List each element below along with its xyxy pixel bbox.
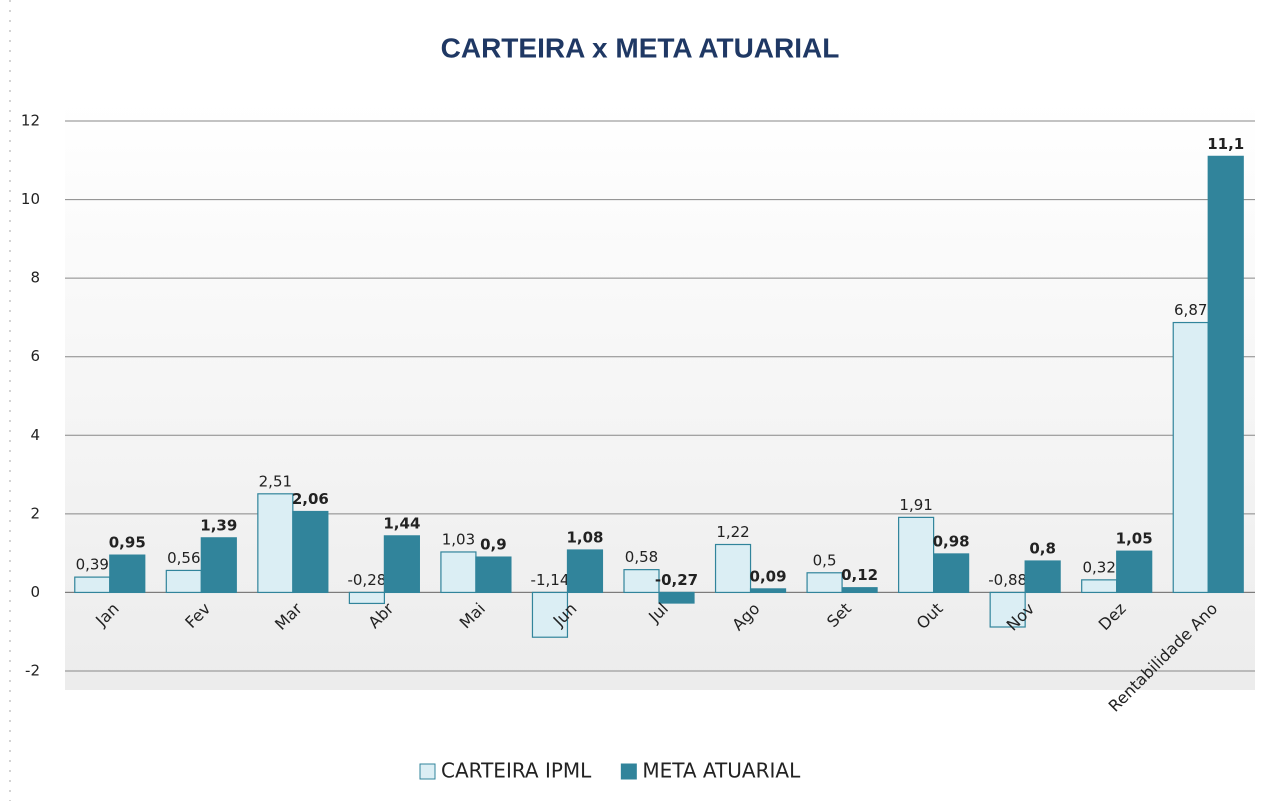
bar [440, 551, 477, 594]
value-label: 6,87 [1174, 301, 1207, 319]
value-label: 0,98 [933, 532, 970, 550]
bar [898, 516, 935, 594]
legend-label: META ATUARIAL [642, 759, 801, 783]
value-label: 1,08 [566, 529, 603, 547]
value-label: 1,03 [442, 530, 475, 548]
value-label: -0,28 [347, 571, 386, 589]
value-label: 1,44 [383, 514, 420, 532]
value-label: 0,95 [109, 534, 146, 552]
bar [109, 554, 146, 594]
value-label: 1,39 [200, 516, 237, 534]
y-tick-label: 6 [30, 347, 40, 365]
value-label: 1,05 [1116, 530, 1153, 548]
bar [989, 591, 1026, 628]
bar [933, 553, 970, 594]
bar [1116, 550, 1153, 594]
value-label: 0,12 [841, 566, 878, 584]
y-tick-label: 2 [30, 504, 40, 522]
bar [1081, 579, 1118, 594]
y-tick-label: 12 [21, 112, 40, 130]
bar [841, 587, 878, 594]
bar [658, 591, 695, 604]
y-tick-label: 8 [30, 269, 40, 287]
bar [749, 588, 787, 594]
value-label: 2,06 [292, 490, 329, 508]
y-tick-label: 0 [30, 583, 40, 601]
bar [257, 493, 294, 594]
bar [566, 549, 604, 594]
value-label: 0,9 [480, 536, 507, 554]
bar [531, 591, 569, 638]
value-label: 0,8 [1029, 540, 1056, 558]
chart-title: CARTEIRA x META ATUARIAL [441, 32, 840, 63]
value-label: 0,39 [76, 556, 109, 574]
legend-swatch [419, 763, 436, 780]
bar [1172, 321, 1209, 594]
bar [1024, 560, 1061, 594]
y-tick-label: -2 [25, 662, 40, 680]
bar [165, 569, 202, 594]
bar [348, 591, 385, 605]
y-tick-label: 10 [21, 190, 40, 208]
bar [74, 576, 111, 594]
bar [200, 537, 237, 594]
legend-label: CARTEIRA IPML [441, 759, 592, 783]
value-label: 0,32 [1082, 558, 1115, 576]
value-label: -1,14 [531, 571, 570, 589]
value-label: 0,56 [167, 549, 200, 567]
legend-swatch [620, 763, 637, 780]
y-tick-label: 4 [30, 426, 40, 444]
value-label: -0,88 [988, 571, 1027, 589]
value-label: 1,22 [716, 523, 749, 541]
bar [383, 535, 420, 594]
value-label: 11,1 [1207, 135, 1244, 153]
bar [714, 543, 752, 594]
bar [623, 569, 660, 594]
bar [292, 510, 329, 594]
value-label: 1,91 [899, 496, 932, 514]
value-label: -0,27 [655, 571, 698, 589]
value-label: 2,51 [259, 472, 292, 490]
value-label: 0,09 [750, 567, 787, 585]
bar [806, 572, 843, 594]
bar [475, 556, 512, 594]
value-label: 0,5 [813, 551, 837, 569]
bar [1207, 155, 1244, 594]
value-label: 0,58 [625, 548, 658, 566]
